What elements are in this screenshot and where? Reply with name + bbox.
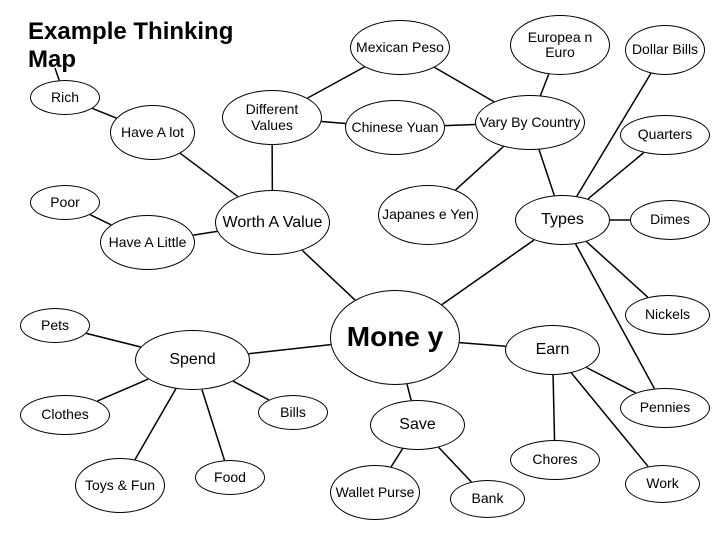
edge-save-bank xyxy=(439,447,472,481)
node-have_little: Have A Little xyxy=(100,215,195,270)
edge-types-nickels xyxy=(586,242,648,298)
node-dollar: Dollar Bills xyxy=(625,25,705,75)
edge-spend-toys xyxy=(135,389,176,460)
node-dimes: Dimes xyxy=(630,200,710,240)
node-work: Work xyxy=(625,465,700,503)
node-wallet: Wallet Purse xyxy=(330,465,420,520)
node-varyby: Vary By Country xyxy=(475,95,585,150)
edge-save-wallet xyxy=(391,449,402,467)
node-pets: Pets xyxy=(20,308,90,343)
edge-money-save xyxy=(407,384,411,400)
edge-money-types xyxy=(442,240,534,305)
node-bills: Bills xyxy=(258,395,328,430)
edge-money-earn xyxy=(460,343,506,347)
edge-worth-have_alot xyxy=(180,153,238,196)
edge-money-spend xyxy=(249,345,331,354)
edge-varyby-types xyxy=(539,150,554,196)
edge-have_alot-rich xyxy=(92,108,116,118)
node-save: Save xyxy=(370,400,465,450)
node-worth: Worth A Value xyxy=(215,190,330,255)
node-bank: Bank xyxy=(450,480,525,518)
node-quarters: Quarters xyxy=(620,115,710,155)
edge-have_little-poor xyxy=(90,215,111,225)
node-mexican: Mexican Peso xyxy=(350,20,450,75)
node-chores: Chores xyxy=(510,440,600,480)
node-types: Types xyxy=(515,195,610,245)
edge-spend-pets xyxy=(86,333,140,347)
node-have_alot: Have A lot xyxy=(110,105,195,160)
edge-varyby-mexican xyxy=(435,67,494,101)
thinking-map-canvas: Example Thinking Map Mone yRichHave A lo… xyxy=(0,0,720,540)
edge-varyby-chinese xyxy=(445,125,475,126)
node-toys: Toys & Fun xyxy=(75,458,165,513)
node-spend: Spend xyxy=(135,330,250,390)
edge-different-chinese xyxy=(321,122,345,124)
node-food: Food xyxy=(195,460,265,495)
edge-earn-chores xyxy=(553,375,554,440)
edge-different-mexican xyxy=(307,67,364,98)
edge-money-worth xyxy=(302,250,355,300)
node-japanese: Japanes e Yen xyxy=(378,185,478,245)
edge-earn-pennies xyxy=(586,367,635,392)
node-chinese: Chinese Yuan xyxy=(345,100,445,155)
node-poor: Poor xyxy=(30,185,100,220)
node-money: Mone y xyxy=(330,290,460,385)
edge-worth-have_little xyxy=(193,231,217,235)
edge-spend-clothes xyxy=(97,379,148,401)
edge-varyby-european xyxy=(540,74,548,95)
node-european: Europea n Euro xyxy=(510,15,610,75)
edge-spend-food xyxy=(202,390,225,461)
edge-types-quarters xyxy=(588,153,644,199)
edge-spend-bills xyxy=(233,381,269,400)
node-different: Different Values xyxy=(222,90,322,145)
node-pennies: Pennies xyxy=(620,388,710,428)
node-earn: Earn xyxy=(505,325,600,375)
node-nickels: Nickels xyxy=(625,295,710,335)
edge-varyby-japanese xyxy=(456,147,504,190)
node-rich: Rich xyxy=(30,80,100,115)
node-clothes: Clothes xyxy=(20,395,110,435)
edge-title_anchor-rich xyxy=(55,68,59,80)
